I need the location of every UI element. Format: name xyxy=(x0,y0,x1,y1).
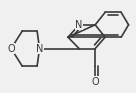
Text: N: N xyxy=(75,20,83,30)
Text: O: O xyxy=(7,44,15,54)
Text: N: N xyxy=(36,44,43,54)
Text: O: O xyxy=(91,77,99,87)
